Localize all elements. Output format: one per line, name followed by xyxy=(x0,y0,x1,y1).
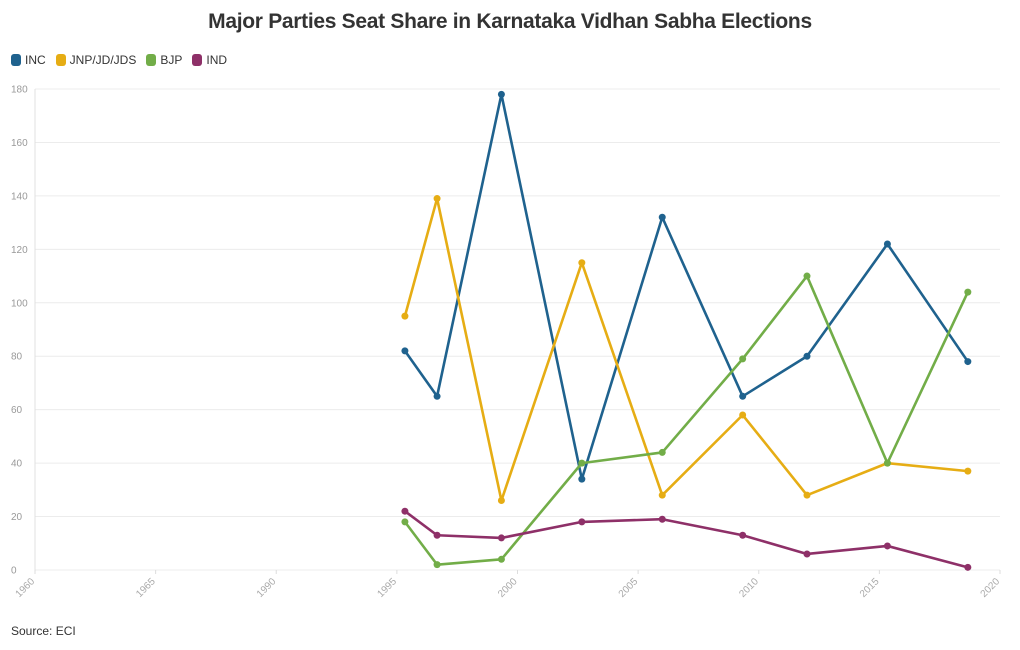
legend: INC JNP/JD/JDS BJP IND xyxy=(11,53,227,67)
x-tick-label: 1995 xyxy=(375,576,399,600)
legend-label: BJP xyxy=(160,53,183,67)
x-tick-label: 2020 xyxy=(979,576,1003,600)
data-point-jnp-jd-jds xyxy=(658,491,666,499)
legend-item-ind[interactable]: IND xyxy=(192,53,227,67)
data-point-bjp xyxy=(578,459,586,467)
data-point-inc xyxy=(964,358,972,366)
x-tick-label: 2010 xyxy=(737,576,761,600)
x-tick-label: 1965 xyxy=(134,576,158,600)
legend-item-jnp-jd-jds[interactable]: JNP/JD/JDS xyxy=(55,53,137,67)
y-tick-label: 160 xyxy=(11,138,28,149)
y-tick-label: 140 xyxy=(11,191,28,202)
y-tick-label: 40 xyxy=(11,459,23,470)
x-tick-label: 1990 xyxy=(255,576,279,600)
data-point-ind xyxy=(433,531,441,539)
data-point-bjp xyxy=(803,272,811,280)
x-tick-label: 1960 xyxy=(14,576,38,600)
data-point-inc xyxy=(658,213,666,221)
data-point-jnp-jd-jds xyxy=(401,312,409,320)
data-point-ind xyxy=(803,550,811,558)
series-line-inc xyxy=(403,93,970,481)
data-point-inc xyxy=(433,392,441,400)
data-point-inc xyxy=(578,475,586,483)
data-point-jnp-jd-jds xyxy=(739,411,747,419)
legend-swatch xyxy=(146,54,157,66)
data-point-ind xyxy=(658,515,666,523)
data-point-inc xyxy=(401,347,409,355)
data-point-jnp-jd-jds xyxy=(497,497,505,505)
x-tick-label: 2015 xyxy=(858,576,882,600)
x-tick-label: 2005 xyxy=(617,576,641,600)
data-point-ind xyxy=(883,542,891,550)
legend-label: INC xyxy=(25,53,46,67)
series-line-ind xyxy=(403,509,970,569)
series-line-bjp xyxy=(403,274,970,566)
data-point-ind xyxy=(739,531,747,539)
x-tick-label: 2000 xyxy=(496,576,520,600)
y-tick-label: 180 xyxy=(11,85,28,96)
data-point-jnp-jd-jds xyxy=(578,259,586,267)
chart-title: Major Parties Seat Share in Karnataka Vi… xyxy=(208,10,812,33)
data-point-ind xyxy=(578,518,586,526)
data-point-bjp xyxy=(964,288,972,296)
legend-item-bjp[interactable]: BJP xyxy=(146,53,182,67)
legend-swatch xyxy=(11,54,21,66)
y-tick-label: 60 xyxy=(11,405,23,416)
data-point-bjp xyxy=(739,355,747,363)
y-tick-label: 0 xyxy=(11,566,17,577)
data-point-bjp xyxy=(883,459,891,467)
y-tick-label: 80 xyxy=(11,352,23,363)
legend-label: JNP/JD/JDS xyxy=(69,53,137,67)
data-point-ind xyxy=(497,534,505,542)
data-point-inc xyxy=(497,90,505,98)
data-point-bjp xyxy=(433,561,441,569)
data-point-inc xyxy=(883,240,891,248)
data-point-ind xyxy=(964,563,972,571)
data-point-bjp xyxy=(497,555,505,563)
data-point-inc xyxy=(803,352,811,360)
data-point-ind xyxy=(401,507,409,515)
source-note: Source: ECI xyxy=(11,624,76,638)
data-point-jnp-jd-jds xyxy=(803,491,811,499)
legend-item-inc[interactable]: INC xyxy=(11,53,46,67)
data-point-bjp xyxy=(658,448,666,456)
data-point-jnp-jd-jds xyxy=(964,467,972,475)
legend-swatch xyxy=(192,54,203,66)
legend-label: IND xyxy=(206,53,228,67)
legend-swatch xyxy=(55,54,66,66)
data-point-jnp-jd-jds xyxy=(433,195,441,203)
y-tick-label: 100 xyxy=(11,298,28,309)
y-tick-label: 20 xyxy=(11,512,23,523)
data-point-bjp xyxy=(401,518,409,526)
y-tick-label: 120 xyxy=(11,245,28,256)
data-point-inc xyxy=(739,392,747,400)
